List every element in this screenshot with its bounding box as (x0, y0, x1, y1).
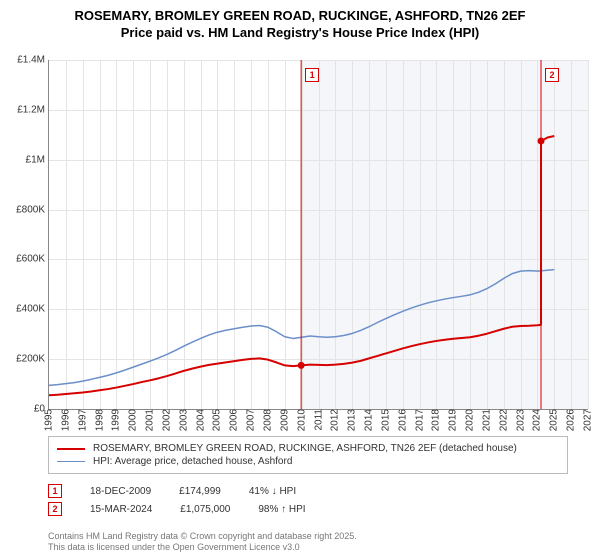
x-tick-label: 2016 (397, 409, 408, 435)
marker-row-1: 1 18-DEC-2009 £174,999 41% ↓ HPI (48, 484, 306, 498)
x-tick-label: 1997 (77, 409, 88, 435)
x-tick-label: 2005 (212, 409, 223, 435)
x-tick-label: 2025 (549, 409, 560, 435)
title-line-2: Price paid vs. HM Land Registry's House … (0, 25, 600, 42)
x-tick-label: 2000 (128, 409, 139, 435)
chart-lines-svg (49, 60, 588, 409)
legend-row-hpi: HPI: Average price, detached house, Ashf… (57, 456, 559, 467)
marker-box-1: 1 (305, 68, 319, 82)
marker-price-1: £174,999 (179, 486, 221, 497)
x-tick-label: 1995 (44, 409, 55, 435)
footer-line-2: This data is licensed under the Open Gov… (48, 542, 357, 554)
marker-badge-2: 2 (48, 502, 62, 516)
legend-swatch-price-paid (57, 448, 85, 450)
legend-label-price-paid: ROSEMARY, BROMLEY GREEN ROAD, RUCKINGE, … (93, 443, 517, 454)
marker-date-2: 15-MAR-2024 (90, 504, 152, 515)
series-line-price_paid (49, 136, 554, 395)
y-tick-label: £1.4M (17, 55, 49, 66)
y-tick-label: £200K (16, 354, 49, 365)
x-tick-label: 2006 (229, 409, 240, 435)
x-tick-label: 2018 (431, 409, 442, 435)
x-tick-label: 2014 (364, 409, 375, 435)
legend-swatch-hpi (57, 461, 85, 462)
x-tick-label: 2001 (145, 409, 156, 435)
legend-label-hpi: HPI: Average price, detached house, Ashf… (93, 456, 292, 467)
x-tick-label: 1996 (60, 409, 71, 435)
marker-delta-2: 98% ↑ HPI (258, 504, 305, 515)
x-tick-label: 2002 (161, 409, 172, 435)
legend: ROSEMARY, BROMLEY GREEN ROAD, RUCKINGE, … (48, 436, 568, 474)
x-tick-label: 2010 (296, 409, 307, 435)
markers-table: 1 18-DEC-2009 £174,999 41% ↓ HPI 2 15-MA… (48, 480, 306, 520)
x-tick-label: 2008 (262, 409, 273, 435)
marker-row-2: 2 15-MAR-2024 £1,075,000 98% ↑ HPI (48, 502, 306, 516)
y-tick-label: £600K (16, 254, 49, 265)
x-tick-label: 1998 (94, 409, 105, 435)
y-tick-label: £800K (16, 204, 49, 215)
title-line-1: ROSEMARY, BROMLEY GREEN ROAD, RUCKINGE, … (0, 8, 600, 25)
x-tick-label: 2015 (380, 409, 391, 435)
x-tick-label: 2009 (279, 409, 290, 435)
x-tick-label: 1999 (111, 409, 122, 435)
x-tick-label: 2023 (515, 409, 526, 435)
x-tick-label: 2011 (313, 409, 324, 435)
x-tick-label: 2012 (330, 409, 341, 435)
marker-date-1: 18-DEC-2009 (90, 486, 151, 497)
x-tick-label: 2020 (465, 409, 476, 435)
plot-area: £0£200K£400K£600K£800K£1M£1.2M£1.4M19951… (48, 60, 588, 410)
footer: Contains HM Land Registry data © Crown c… (48, 531, 357, 554)
footer-line-1: Contains HM Land Registry data © Crown c… (48, 531, 357, 543)
x-tick-label: 2026 (566, 409, 577, 435)
x-tick-label: 2019 (448, 409, 459, 435)
x-tick-label: 2017 (414, 409, 425, 435)
marker-price-2: £1,075,000 (180, 504, 230, 515)
x-tick-label: 2021 (481, 409, 492, 435)
marker-box-2: 2 (545, 68, 559, 82)
chart-title: ROSEMARY, BROMLEY GREEN ROAD, RUCKINGE, … (0, 0, 600, 42)
x-tick-label: 2003 (178, 409, 189, 435)
y-tick-label: £1.2M (17, 104, 49, 115)
y-tick-label: £1M (26, 154, 49, 165)
marker-badge-1: 1 (48, 484, 62, 498)
x-tick-label: 2022 (498, 409, 509, 435)
x-tick-label: 2007 (246, 409, 257, 435)
x-tick-label: 2013 (347, 409, 358, 435)
marker-delta-1: 41% ↓ HPI (249, 486, 296, 497)
x-tick-label: 2027 (583, 409, 594, 435)
chart-container: ROSEMARY, BROMLEY GREEN ROAD, RUCKINGE, … (0, 0, 600, 560)
x-tick-label: 2024 (532, 409, 543, 435)
legend-row-price-paid: ROSEMARY, BROMLEY GREEN ROAD, RUCKINGE, … (57, 443, 559, 454)
x-tick-label: 2004 (195, 409, 206, 435)
y-tick-label: £400K (16, 304, 49, 315)
